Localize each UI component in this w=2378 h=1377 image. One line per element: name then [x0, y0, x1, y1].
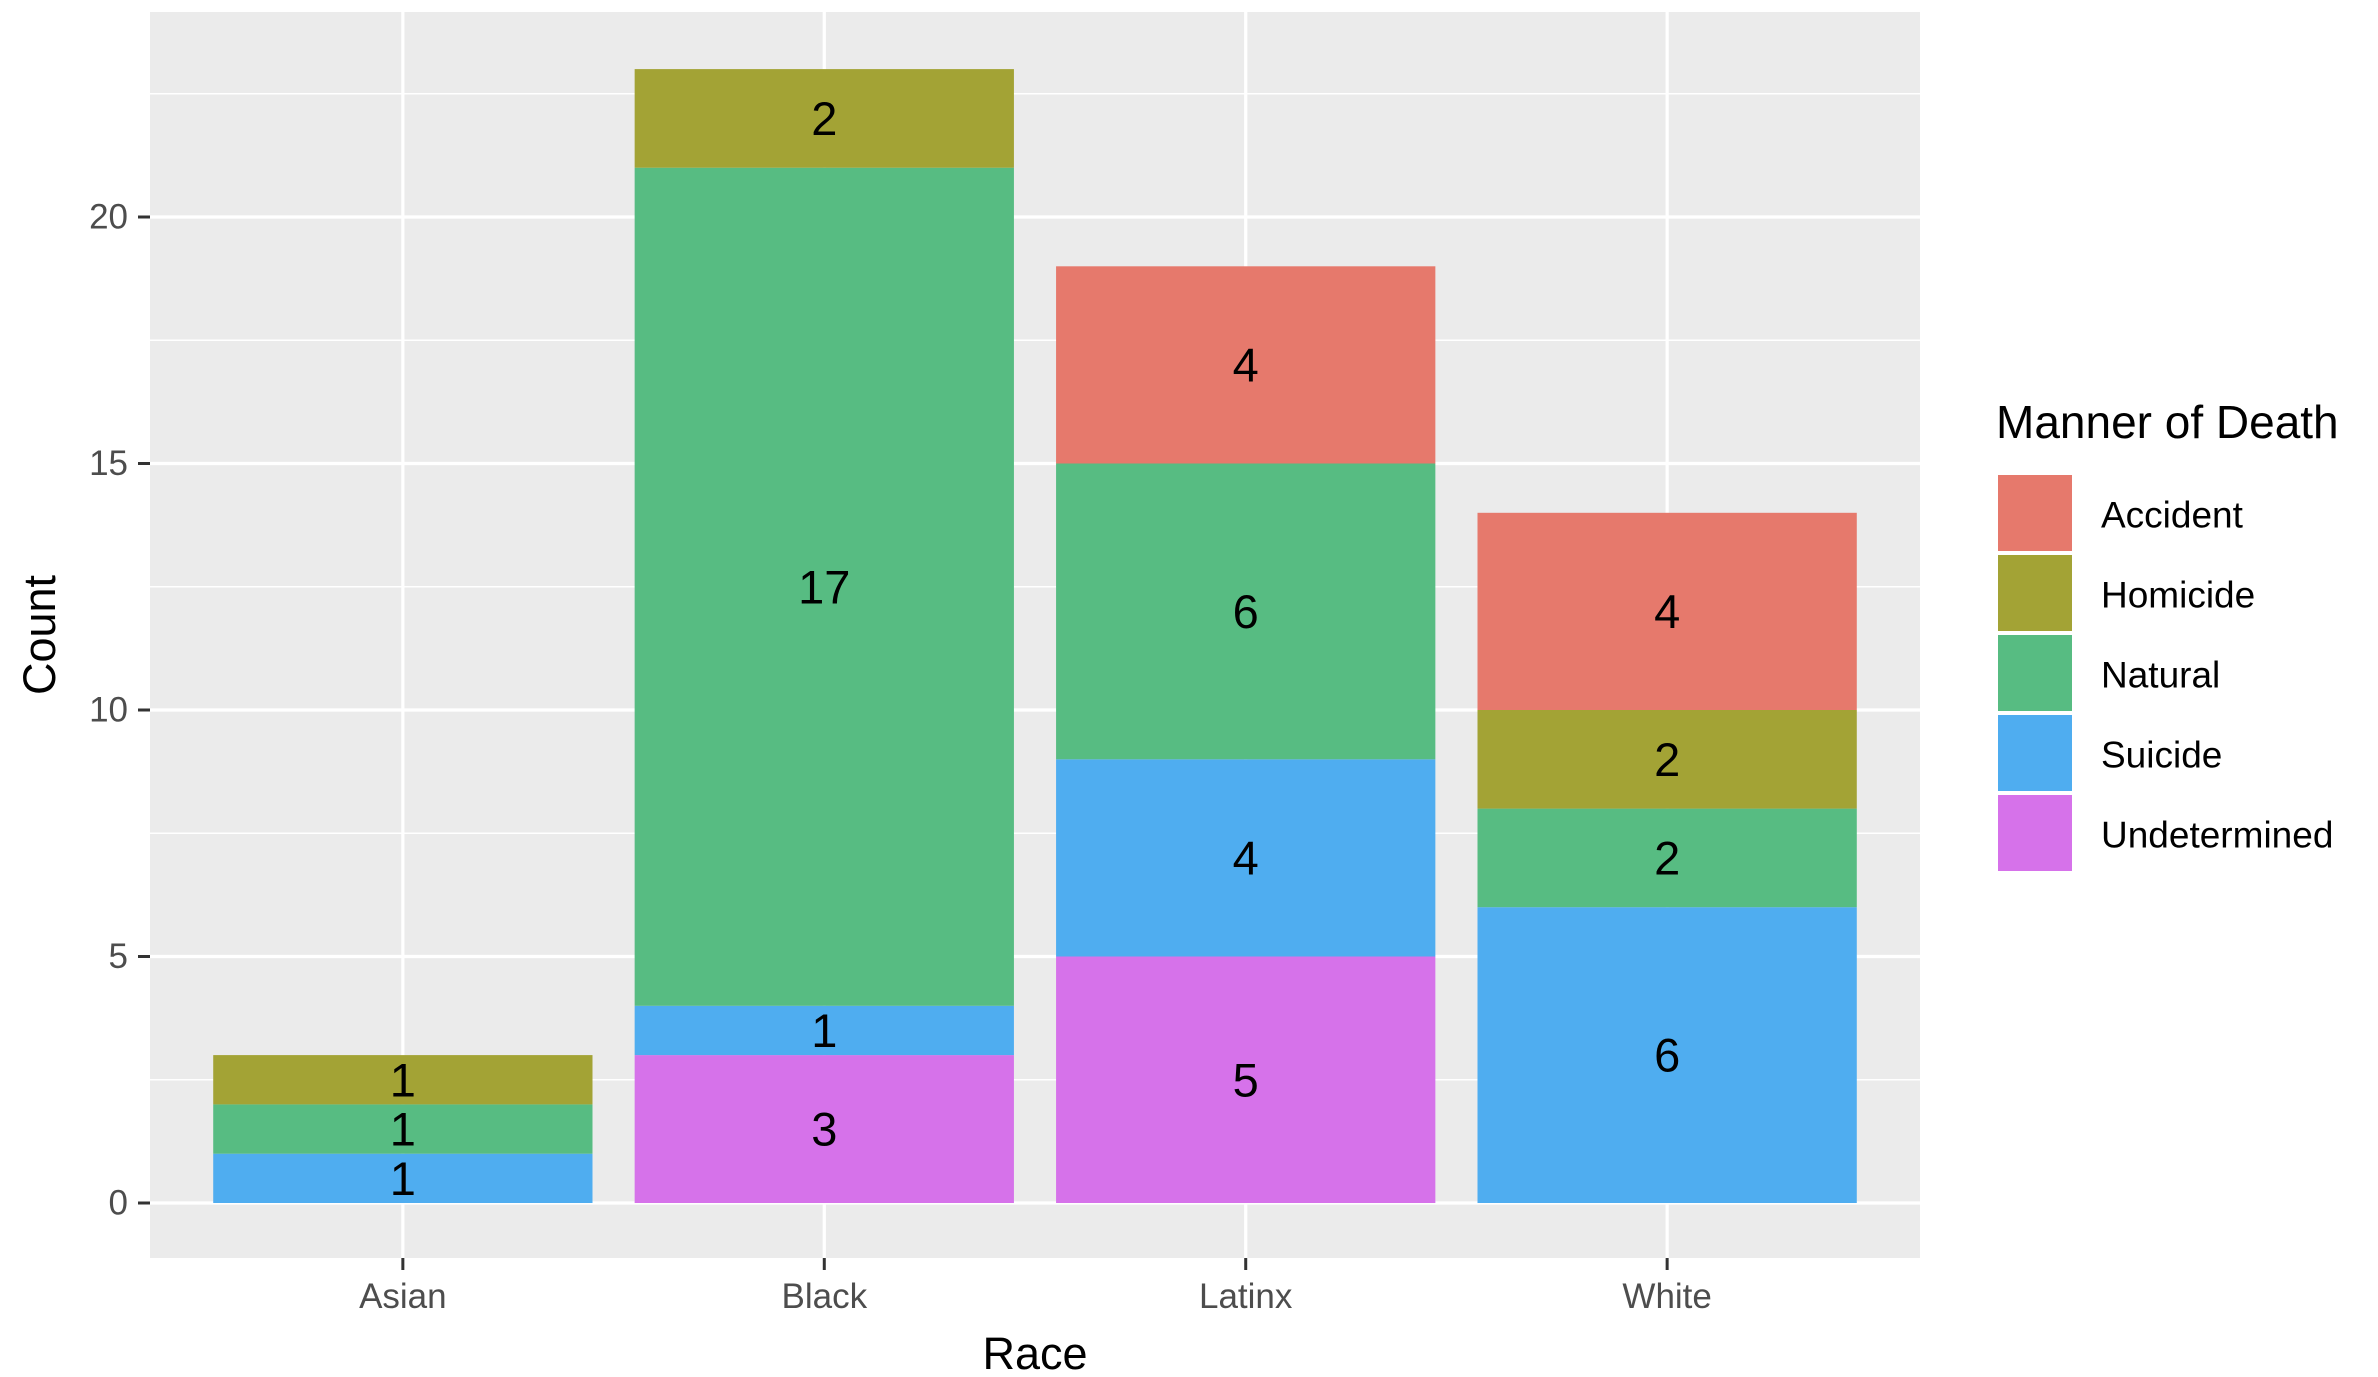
bar-value-label: 1 — [811, 1004, 837, 1057]
legend: Manner of Death Accident Homicide Natural S… — [1996, 396, 2339, 871]
bar-value-label: 4 — [1233, 338, 1259, 391]
legend-label-undetermined: Undetermined — [2101, 815, 2333, 856]
bar-segment-white-natural — [1477, 808, 1857, 908]
x-axis: Asian Black Latinx White — [359, 1258, 1712, 1316]
legend-key-accident — [1998, 475, 2072, 551]
y-tick-label: 0 — [109, 1184, 128, 1223]
y-tick-label: 5 — [109, 937, 128, 976]
bar-segment-latinx-undetermined — [1056, 956, 1436, 1203]
legend-label-suicide: Suicide — [2101, 735, 2222, 776]
bar-segment-asian-natural — [213, 1104, 593, 1154]
y-axis-title: Count — [14, 574, 65, 695]
y-tick-label: 15 — [89, 444, 128, 483]
legend-key-homicide — [1998, 555, 2072, 631]
bar-segment-black-natural — [634, 167, 1014, 1006]
bar-segment-white-accident — [1477, 512, 1857, 710]
bar-value-label: 2 — [1654, 733, 1680, 786]
x-axis-title: Race — [982, 1328, 1087, 1377]
y-axis: 0 5 10 15 20 — [89, 198, 150, 1223]
bar-segment-black-suicide — [634, 1005, 1014, 1056]
bar-value-label: 5 — [1233, 1053, 1259, 1106]
bar-value-label: 2 — [811, 92, 837, 145]
legend-key-suicide — [1998, 715, 2072, 791]
legend-key-natural — [1998, 635, 2072, 711]
bar-value-label: 1 — [390, 1103, 416, 1156]
bar-segment-latinx-accident — [1056, 266, 1436, 464]
x-tick-label: Black — [781, 1277, 867, 1316]
bar-segment-black-homicide — [634, 69, 1014, 168]
bar-value-label: 1 — [390, 1053, 416, 1106]
bar-value-label: 1 — [390, 1152, 416, 1205]
bar-segment-latinx-natural — [1056, 463, 1436, 760]
bars — [213, 69, 1857, 1203]
bar-value-label: 6 — [1233, 585, 1259, 638]
legend-label-natural: Natural — [2101, 655, 2220, 696]
x-tick-label: White — [1622, 1277, 1711, 1316]
bar-value-label: 4 — [1654, 585, 1680, 638]
bar-segment-black-undetermined — [634, 1055, 1014, 1203]
y-tick-label: 20 — [89, 198, 128, 237]
bar-value-label: 2 — [1654, 831, 1680, 884]
x-tick-label: Latinx — [1199, 1277, 1293, 1316]
x-tick-label: Asian — [359, 1277, 447, 1316]
bar-segment-white-homicide — [1477, 710, 1857, 809]
bar-value-label: 3 — [811, 1103, 837, 1156]
legend-key-undetermined — [1998, 795, 2072, 871]
bar-segment-asian-suicide — [213, 1153, 593, 1203]
legend-title: Manner of Death — [1996, 396, 2339, 448]
bar-segment-white-suicide — [1477, 907, 1857, 1203]
bar-value-label: 6 — [1654, 1029, 1680, 1082]
legend-label-accident: Accident — [2101, 495, 2244, 536]
legend-label-homicide: Homicide — [2101, 575, 2255, 616]
bar-value-label: 17 — [798, 560, 850, 613]
y-tick-label: 10 — [89, 691, 128, 730]
bar-value-label: 4 — [1233, 831, 1259, 884]
bar-segment-asian-homicide — [213, 1055, 593, 1105]
bar-segment-latinx-suicide — [1056, 759, 1436, 957]
